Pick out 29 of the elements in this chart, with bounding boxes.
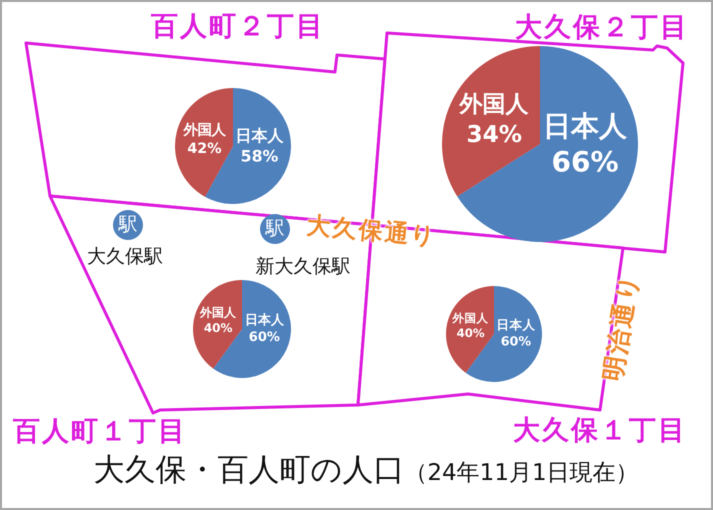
text: （24年11月1日現在） <box>404 460 639 486</box>
text: 大久保通り <box>306 211 438 250</box>
slice-label: 外国人 <box>182 122 226 138</box>
text: 大久保駅 <box>87 246 163 268</box>
slice-label: 外国人 <box>458 90 530 118</box>
slice-label: 日本人 <box>496 317 536 332</box>
slice-label: 日本人 <box>543 109 628 142</box>
slice-label: 日本人 <box>235 126 284 146</box>
data-label: 66% <box>552 146 619 179</box>
data-label: 60% <box>500 334 532 349</box>
slice-label: 外国人 <box>452 310 490 325</box>
chart-title: 百人町２丁目 <box>151 11 325 42</box>
data-label: 42% <box>187 140 222 157</box>
pie-slice <box>457 46 638 242</box>
text: 駅 <box>118 214 138 236</box>
text: 新大久保駅 <box>256 256 350 278</box>
data-label: 58% <box>240 146 279 166</box>
text: 百人町１丁目 <box>13 416 187 448</box>
text: 大久保１丁目 <box>513 415 687 446</box>
text: 駅 <box>266 218 284 240</box>
slice-label: 外国人 <box>199 306 238 320</box>
slice-label: 日本人 <box>244 313 285 328</box>
data-label: 40% <box>204 321 232 336</box>
text: 明治通り <box>598 270 644 384</box>
text: 大久保・百人町の人口 <box>93 452 404 488</box>
data-label: 34% <box>466 120 522 148</box>
chart-title: 大久保２丁目 <box>515 12 689 44</box>
data-label: 40% <box>456 326 485 340</box>
data-label: 60% <box>248 330 280 345</box>
